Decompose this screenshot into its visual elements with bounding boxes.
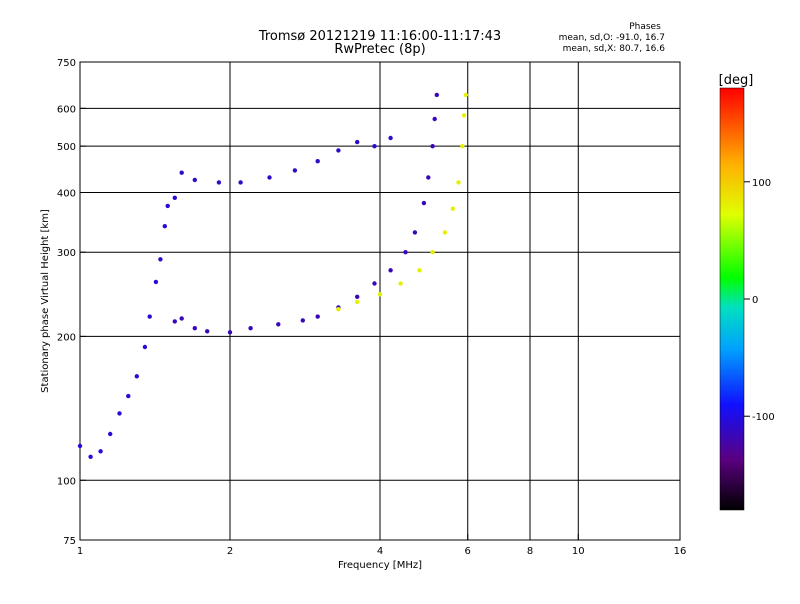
echo-point-series-4 (192, 177, 197, 183)
colorbar-tick-label: 0 (752, 295, 758, 306)
echo-point-series-4 (179, 170, 184, 175)
echo-point-series-2 (300, 318, 305, 323)
echo-point-series-2 (403, 250, 408, 255)
echo-point-series-1 (147, 314, 152, 319)
phase-stats-o: mean, sd,O: -91.0, 16.7 (559, 33, 665, 43)
echo-point-series-3 (450, 206, 455, 211)
echo-point-series-3 (417, 268, 422, 273)
echo-point-series-3 (456, 180, 461, 185)
x-tick-label: 1 (77, 546, 83, 557)
x-tick-label: 8 (527, 546, 533, 557)
echo-point-series-1 (77, 443, 83, 449)
y-tick-label: 100 (57, 476, 76, 487)
echo-point-series-2 (434, 92, 439, 98)
colorbar-tick-label: -100 (752, 412, 775, 423)
echo-point-series-2 (432, 116, 437, 122)
x-tick-label: 10 (572, 546, 585, 557)
y-tick-label: 75 (63, 536, 76, 547)
echo-point-series-1 (172, 195, 177, 200)
echo-point-series-2 (421, 200, 427, 206)
echo-point-series-4 (238, 180, 243, 185)
colorbar-label: [deg] (719, 73, 754, 88)
echo-point-series-3 (461, 113, 467, 118)
echo-point-series-2 (388, 268, 393, 273)
echo-point-series-4 (292, 168, 298, 173)
y-tick-label: 500 (57, 142, 76, 153)
echo-point-series-2 (227, 330, 233, 335)
grid-lines (80, 62, 680, 540)
echo-point-series-1 (142, 344, 148, 350)
echo-point-series-4 (372, 144, 377, 149)
echo-point-series-3 (463, 92, 469, 98)
echo-point-series-3 (460, 144, 465, 149)
echo-point-series-3 (355, 299, 360, 305)
echo-point-series-1 (98, 449, 103, 454)
echo-point-series-2 (430, 144, 435, 149)
y-tick-label: 200 (57, 332, 76, 343)
echo-point-series-1 (134, 374, 139, 379)
y-tick-label: 300 (57, 248, 76, 259)
colorbar (719, 87, 745, 511)
echo-point-series-2 (426, 175, 431, 180)
echo-point-series-2 (248, 326, 253, 331)
echo-point-series-4 (355, 139, 360, 145)
chart-subtitle: RwPretec (8p) (334, 42, 425, 57)
x-tick-label: 4 (377, 546, 383, 557)
x-tick-label: 2 (227, 546, 233, 557)
echo-point-series-3 (398, 281, 403, 286)
x-tick-label: 16 (674, 546, 687, 557)
y-tick-label: 600 (57, 104, 76, 115)
echo-point-series-4 (315, 159, 320, 164)
echo-point-series-2 (276, 322, 281, 327)
echo-point-series-1 (158, 257, 163, 262)
echo-point-series-1 (117, 411, 122, 416)
echo-point-series-2 (372, 281, 377, 286)
echo-point-series-2 (355, 294, 360, 299)
echo-point-series-1 (165, 203, 170, 209)
colorbar-ticks: 100 0 -100 (744, 178, 775, 423)
echo-point-series-2 (172, 319, 177, 324)
y-tick-label: 750 (57, 58, 76, 69)
echo-point-series-3 (430, 250, 435, 255)
echo-point-series-1 (153, 279, 159, 285)
echo-point-series-3 (336, 307, 341, 312)
echo-point-series-2 (192, 326, 197, 331)
axis-ticks: 1 2 4 6 8 10 16 75 100 200 300 400 500 600 750 (57, 58, 686, 557)
y-axis-label: Stationary phase Virtual Height [km] (40, 209, 51, 393)
x-tick-label: 6 (465, 546, 471, 557)
echo-point-series-1 (126, 393, 131, 399)
echo-point-series-1 (88, 454, 93, 459)
echo-point-series-1 (108, 431, 113, 437)
phase-stats-heading: Phases (629, 22, 661, 32)
echo-point-series-4 (388, 135, 393, 141)
echo-point-series-2 (205, 329, 210, 334)
echo-point-series-2 (412, 230, 418, 235)
colorbar-tick-label: 100 (752, 178, 771, 189)
echo-point-series-4 (216, 180, 222, 185)
echo-point-series-2 (315, 314, 320, 319)
echo-point-series-1 (162, 224, 167, 229)
x-axis-label: Frequency [MHz] (338, 560, 422, 571)
y-tick-label: 400 (57, 188, 76, 199)
echo-point-series-3 (442, 230, 448, 235)
echo-point-series-3 (377, 292, 383, 297)
chart-title: Tromsø 20121219 11:16:00-11:17:43 (258, 29, 501, 44)
echo-point-series-4 (267, 175, 272, 180)
echo-point-series-2 (179, 316, 184, 321)
echo-point-series-4 (336, 148, 341, 153)
phase-stats-x: mean, sd,X: 80.7, 16.6 (563, 44, 666, 54)
data-points (77, 92, 469, 459)
